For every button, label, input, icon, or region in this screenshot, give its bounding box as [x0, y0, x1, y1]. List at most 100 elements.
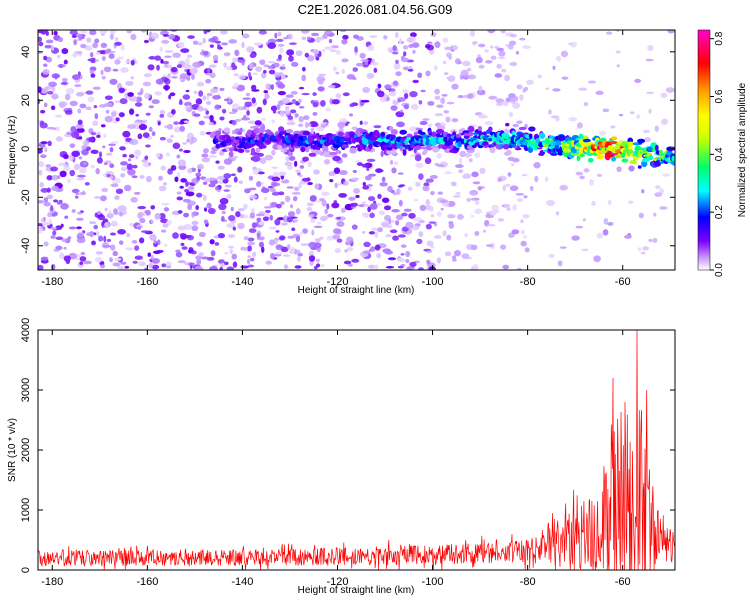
spectrogram-noise-cell	[437, 191, 443, 195]
spectrogram-noise-cell	[126, 232, 131, 238]
spectrogram-noise-cell	[165, 265, 172, 269]
spectrogram-noise-cell	[502, 264, 510, 270]
spectrogram-noise-cell	[561, 76, 569, 80]
spectrogram-noise-cell	[306, 36, 312, 40]
spectrogram-noise-cell	[291, 191, 301, 195]
spectrogram-signal-cell	[587, 157, 594, 163]
spectrogram-noise-cell	[251, 155, 261, 162]
spectrogram-noise-cell	[402, 89, 409, 94]
spectrogram-noise-cell	[161, 202, 170, 206]
spectrogram-noise-layer	[38, 30, 675, 270]
spectrogram-noise-cell	[296, 255, 301, 262]
spectrogram-noise-cell	[413, 131, 418, 136]
spectrogram-signal-cell	[647, 146, 653, 152]
spectrogram-noise-cell	[199, 267, 204, 270]
spectrogram-noise-cell	[474, 152, 481, 158]
spectrogram-noise-cell	[95, 231, 100, 237]
spectrogram-noise-cell	[335, 93, 342, 98]
spectrogram-noise-cell	[38, 200, 45, 204]
spectrogram-noise-cell	[397, 234, 406, 238]
x-tick-label: -180	[41, 276, 63, 288]
spectrogram-x-axis: -180 -160 -140 -120 -100 -80 -60	[41, 30, 631, 288]
spectrogram-noise-cell	[359, 120, 363, 125]
spectrogram-noise-cell	[327, 213, 334, 218]
spectrogram-noise-cell	[465, 152, 470, 159]
spectrogram-noise-cell	[654, 192, 663, 197]
spectrogram-noise-cell	[338, 170, 348, 176]
y-tick-label: 0	[20, 567, 32, 573]
spectrogram-noise-cell	[501, 68, 507, 73]
spectrogram-noise-cell	[51, 185, 60, 192]
spectrogram-noise-cell	[300, 30, 310, 34]
spectrogram-noise-cell	[378, 210, 385, 216]
spectrogram-noise-cell	[112, 262, 121, 267]
spectrogram-noise-cell	[50, 166, 59, 172]
spectrogram-noise-cell	[415, 162, 424, 168]
spectrogram-noise-cell	[94, 59, 100, 62]
spectrogram-noise-cell	[114, 59, 121, 65]
y-tick-label: -20	[20, 189, 32, 205]
spectrogram-noise-cell	[409, 126, 418, 132]
snr-x-axis-label: Height of straight line (km)	[298, 585, 415, 596]
spectrogram-noise-cell	[460, 69, 469, 77]
spectrogram-noise-cell	[152, 250, 162, 255]
spectrogram-noise-cell	[456, 213, 464, 220]
spectrogram-noise-cell	[444, 46, 452, 51]
spectrogram-noise-cell	[221, 108, 227, 114]
spectrogram-noise-cell	[521, 173, 528, 177]
spectrogram-noise-cell	[274, 237, 280, 241]
spectrogram-noise-cell	[212, 54, 219, 62]
spectrogram-noise-cell	[552, 88, 561, 92]
spectrogram-noise-cell	[377, 193, 382, 200]
spectrogram-noise-cell	[462, 60, 471, 67]
spectrogram-noise-cell	[409, 32, 417, 38]
spectrogram-noise-cell	[150, 205, 156, 210]
spectrogram-noise-cell	[596, 232, 604, 239]
spectrogram-noise-cell	[281, 63, 286, 68]
spectrogram-noise-cell	[552, 65, 556, 70]
spectrogram-noise-cell	[69, 143, 76, 148]
spectrogram-noise-cell	[341, 58, 349, 63]
spectrogram-noise-cell	[497, 56, 506, 60]
spectrogram-noise-cell	[142, 132, 150, 139]
spectrogram-noise-cell	[256, 181, 262, 188]
spectrogram-noise-cell	[117, 266, 126, 270]
spectrogram-noise-cell	[637, 247, 642, 252]
spectrogram-noise-cell	[220, 215, 225, 221]
spectrogram-noise-cell	[217, 165, 225, 170]
spectrogram-noise-cell	[203, 30, 208, 35]
spectrogram-noise-cell	[458, 157, 463, 164]
spectrogram-noise-cell	[417, 72, 423, 79]
spectrogram-noise-cell	[287, 115, 294, 120]
spectrogram-noise-cell	[387, 257, 397, 261]
spectrogram-noise-cell	[446, 234, 452, 241]
spectrogram-noise-cell	[346, 73, 355, 80]
spectrogram-noise-cell	[179, 185, 184, 189]
spectrogram-noise-cell	[616, 166, 622, 173]
spectrogram-noise-cell	[407, 69, 414, 72]
spectrogram-noise-cell	[411, 42, 420, 48]
spectrogram-signal-cell	[621, 158, 629, 163]
spectrogram-noise-cell	[245, 92, 251, 97]
spectrogram-noise-cell	[86, 232, 94, 237]
spectrogram-noise-cell	[53, 199, 59, 203]
spectrogram-noise-cell	[583, 168, 590, 173]
spectrogram-noise-cell	[81, 145, 88, 150]
spectrogram-signal-cell	[245, 149, 250, 153]
spectrogram-signal-cell	[399, 129, 408, 135]
spectrogram-noise-cell	[175, 252, 183, 258]
spectrogram-noise-cell	[228, 39, 238, 44]
spectrogram-noise-cell	[61, 48, 69, 55]
x-tick-label: -80	[520, 576, 536, 588]
spectrogram-noise-cell	[159, 136, 166, 141]
spectrogram-noise-cell	[198, 90, 204, 97]
spectrogram-noise-cell	[75, 92, 85, 97]
spectrogram-noise-cell	[526, 79, 534, 85]
spectrogram-noise-cell	[233, 73, 239, 77]
spectrogram-noise-cell	[366, 167, 370, 172]
spectrogram-noise-cell	[232, 226, 236, 231]
spectrogram-noise-cell	[143, 73, 152, 78]
spectrogram-noise-cell	[444, 204, 449, 208]
spectrogram-signal-cell	[463, 133, 469, 137]
spectrogram-noise-cell	[313, 265, 318, 270]
